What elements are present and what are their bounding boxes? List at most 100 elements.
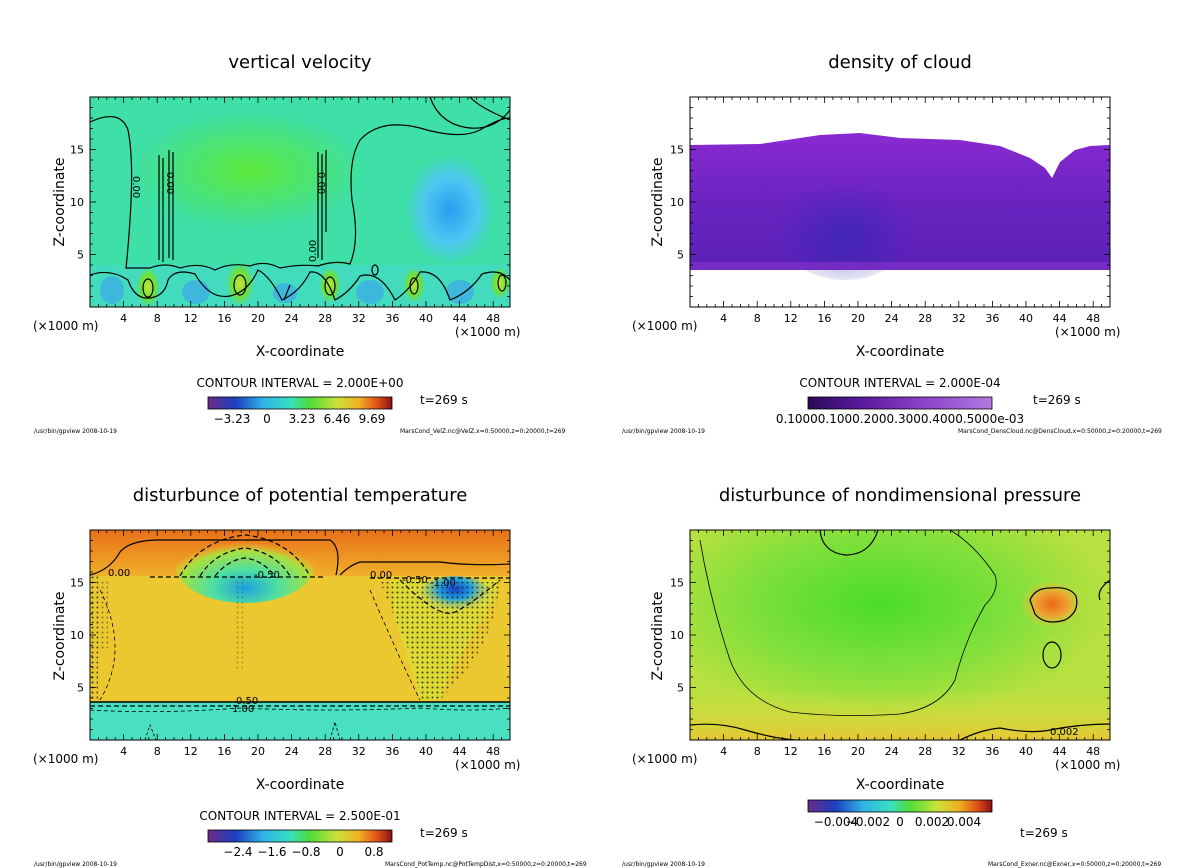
contour-label: 0.002: [1050, 727, 1079, 738]
contour-lines: [689, 529, 1111, 741]
contour-lines: [89, 534, 511, 741]
chart-title: disturbunce of potential temperature: [133, 485, 468, 506]
x-tick-label: 48: [1086, 745, 1100, 758]
x-tick-label: 28: [318, 312, 332, 325]
colorbar-tick-label: 0: [263, 412, 271, 426]
y-axis-title: Z-coordinate: [650, 591, 666, 680]
x-tick-label: 32: [952, 745, 966, 758]
colorbar-tick-label: −0.8: [291, 845, 320, 859]
x-tick-label: 20: [851, 312, 865, 325]
contour-label: 0.00: [308, 240, 319, 262]
x-tick-label: 12: [184, 312, 198, 325]
x-unit-label: (×1000 m): [632, 752, 697, 766]
x-tick-label: 40: [1019, 745, 1033, 758]
x-tick-label: 44: [453, 312, 467, 325]
y-axis: 5 10 15: [70, 540, 510, 730]
y-tick-label: 10: [70, 196, 84, 209]
footer-left: /usr/bin/gpview 2008-10-19: [34, 428, 117, 435]
x-tick-label: 44: [1053, 312, 1067, 325]
y-tick-label: 15: [70, 577, 84, 590]
x-tick-label: 24: [285, 312, 299, 325]
contour-lines: [89, 96, 511, 301]
x-axis: 4 8 12 16 20 24 28 32 36 40 44 48: [698, 530, 1102, 758]
y-tick-label: 5: [677, 682, 684, 695]
y-axis: 5 10 15: [670, 540, 1110, 730]
y-axis-title: Z-coordinate: [650, 157, 666, 246]
x-tick-label: 44: [1053, 745, 1067, 758]
y-tick-label: 10: [70, 629, 84, 642]
x-tick-label: 40: [419, 745, 433, 758]
x-tick-label: 32: [352, 745, 366, 758]
chart-title: density of cloud: [828, 52, 972, 73]
x-axis: 4 8 12 16 20 24 28 32 36 40 44 48: [98, 97, 503, 325]
x-unit-label: (×1000 m): [33, 752, 98, 766]
time-label: t=269 s: [1020, 826, 1068, 840]
x-tick-label: 48: [486, 745, 500, 758]
y-axis: 5 10 15: [70, 107, 510, 297]
x-tick-label: 36: [385, 312, 399, 325]
x-tick-label: 8: [754, 745, 761, 758]
colorbar-tick-label: 0: [896, 815, 904, 829]
plot-field: [90, 97, 510, 307]
x-tick-label: 36: [385, 745, 399, 758]
contour-label: 0.00: [108, 568, 130, 579]
y-tick-label: 10: [670, 196, 684, 209]
y-axis-title: Z-coordinate: [52, 591, 68, 680]
x-tick-label: 48: [1086, 312, 1100, 325]
contour-interval-text: CONTOUR INTERVAL = 2.500E-01: [199, 809, 400, 823]
footer-right: MarsCond_Exner.nc@Exner,x=0:50000,z=0:20…: [988, 861, 1161, 868]
y-tick-label: 15: [670, 144, 684, 157]
x-unit-label-right: (×1000 m): [1055, 758, 1120, 772]
x-axis-title: X-coordinate: [256, 777, 345, 793]
y-tick-label: 5: [677, 249, 684, 262]
footer-left: /usr/bin/gpview 2008-10-19: [622, 428, 705, 435]
x-tick-label: 40: [419, 312, 433, 325]
contour-interval-text: CONTOUR INTERVAL = 2.000E+00: [197, 376, 404, 390]
colorbar-tick-labels: 0.10000.1000.2000.3000.4000.5000e-03: [776, 412, 1024, 426]
x-tick-label: 36: [985, 312, 999, 325]
time-label: t=269 s: [1033, 393, 1081, 407]
x-tick-label: 32: [952, 312, 966, 325]
x-unit-label-right: (×1000 m): [1055, 325, 1120, 339]
x-tick-label: 12: [184, 745, 198, 758]
y-tick-label: 10: [670, 629, 684, 642]
colorbar-tick-label: −2.4: [223, 845, 252, 859]
contour-label: 0.00: [130, 176, 141, 198]
contour-label: 0.00: [315, 172, 326, 194]
x-tick-label: 12: [784, 312, 798, 325]
x-tick-label: 16: [217, 312, 231, 325]
contour-label: -0.50: [254, 570, 280, 581]
time-label: t=269 s: [420, 826, 468, 840]
colorbar-tick-label: 0: [336, 845, 344, 859]
colorbar-tick-label: −3.23: [214, 412, 251, 426]
x-axis-title: X-coordinate: [856, 777, 945, 793]
x-unit-label: (×1000 m): [33, 319, 98, 333]
colorbar: [207, 396, 393, 410]
time-label: t=269 s: [420, 393, 468, 407]
panel-nondimensional-pressure: disturbunce of nondimensional pressure 0…: [622, 485, 1161, 868]
contour-label: 0.00: [164, 172, 175, 194]
x-tick-label: 8: [754, 312, 761, 325]
contour-labels: 0.00 -0.50 0.00 -0.50 -1.00 0.50 1.00: [108, 568, 456, 715]
plot-field: [690, 97, 1110, 307]
contour-label: 0.00: [370, 570, 392, 581]
plot-field: [690, 530, 1110, 740]
contour-labels: 0.00 0.00 0.00 0.00: [130, 172, 326, 262]
plot-field: [90, 527, 510, 740]
y-tick-label: 5: [77, 249, 84, 262]
x-unit-label-right: (×1000 m): [455, 325, 520, 339]
x-tick-label: 20: [251, 312, 265, 325]
footer-right: MarsCond_PotTemp.nc@PotTempDist,x=0:5000…: [385, 861, 587, 868]
y-tick-label: 15: [670, 577, 684, 590]
x-axis-title: X-coordinate: [856, 344, 945, 360]
x-tick-label: 20: [251, 745, 265, 758]
x-tick-label: 24: [285, 745, 299, 758]
colorbar-tick-label: −0.004: [814, 815, 858, 829]
contour-label: -1.00: [430, 578, 456, 589]
x-tick-label: 16: [817, 745, 831, 758]
x-tick-label: 12: [784, 745, 798, 758]
x-unit-label-right: (×1000 m): [455, 758, 520, 772]
contour-interval-text: CONTOUR INTERVAL = 2.000E-04: [799, 376, 1000, 390]
x-tick-label: 4: [120, 745, 127, 758]
